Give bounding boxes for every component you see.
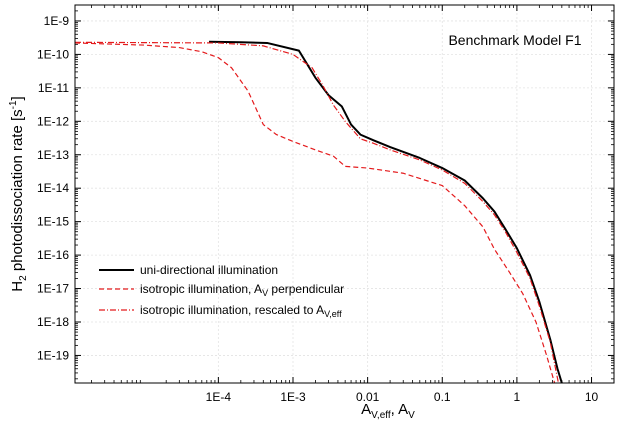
- plot-series: [75, 40, 563, 383]
- x-axis-title: AV,eff, AV: [361, 401, 415, 421]
- legend: uni-directional illumination isotropic i…: [99, 263, 344, 319]
- x-tick-label: 1E-3: [280, 390, 306, 404]
- series-line-0: [209, 40, 563, 383]
- legend-label-uni: uni-directional illumination: [140, 263, 278, 277]
- plot-frame: [74, 4, 615, 384]
- y-tick-label: 1E-17: [37, 282, 69, 296]
- y-tick-label: 1E-19: [37, 348, 69, 362]
- y-tick-label: 1E-10: [37, 47, 69, 61]
- y-tick-label: 1E-13: [37, 148, 69, 162]
- series-line-2: [75, 41, 560, 383]
- tick-labels: 1E-4 1E-3 0.01 0.1 1 10 1E-19 1E-18 1E-17 1E-16 1E…: [37, 14, 599, 404]
- y-tick-label: 1E-14: [37, 181, 69, 195]
- ticks: [75, 5, 615, 383]
- grid: [75, 5, 614, 383]
- x-tick-label: 1E-4: [206, 390, 232, 404]
- series-line-1: [75, 42, 556, 383]
- y-tick-label: 1E-18: [37, 315, 69, 329]
- legend-label-iso-perp: isotropic illumination, AV perpendicular: [140, 282, 344, 298]
- y-axis-title: H2 photodissociation rate [s-1]: [8, 96, 29, 291]
- annotation-text: Benchmark Model F1: [448, 32, 581, 48]
- x-tick-label: 0.1: [434, 390, 451, 404]
- y-tick-label: 1E-11: [38, 81, 69, 95]
- x-tick-label: 1: [514, 390, 521, 404]
- y-tick-label: 1E-16: [37, 248, 69, 262]
- y-tick-label: 1E-9: [44, 14, 70, 28]
- x-tick-label: 10: [585, 390, 599, 404]
- y-tick-label: 1E-15: [37, 215, 69, 229]
- x-tick-label: 0.01: [356, 390, 380, 404]
- y-tick-label: 1E-12: [37, 114, 69, 128]
- legend-label-iso-rescaled: isotropic illumination, rescaled to AV,e…: [140, 303, 342, 319]
